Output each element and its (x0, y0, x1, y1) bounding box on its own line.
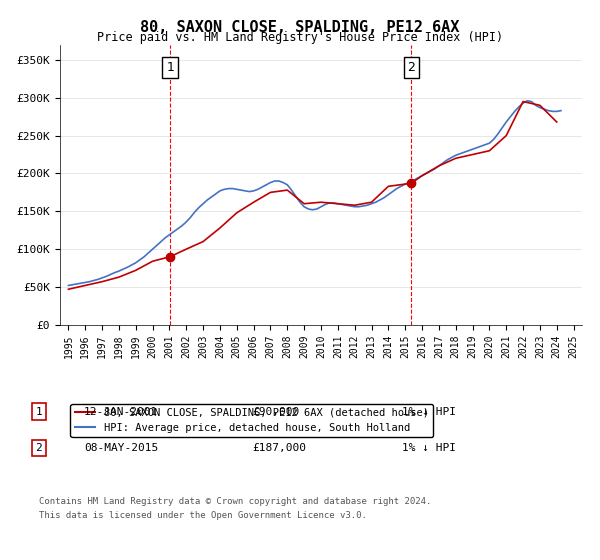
Text: 2: 2 (35, 443, 43, 453)
Text: Contains HM Land Registry data © Crown copyright and database right 2024.: Contains HM Land Registry data © Crown c… (39, 497, 431, 506)
Text: This data is licensed under the Open Government Licence v3.0.: This data is licensed under the Open Gov… (39, 511, 367, 520)
Text: £187,000: £187,000 (252, 443, 306, 453)
Text: 1: 1 (35, 407, 43, 417)
Text: 08-MAY-2015: 08-MAY-2015 (84, 443, 158, 453)
Text: Price paid vs. HM Land Registry's House Price Index (HPI): Price paid vs. HM Land Registry's House … (97, 31, 503, 44)
Text: 80, SAXON CLOSE, SPALDING, PE12 6AX: 80, SAXON CLOSE, SPALDING, PE12 6AX (140, 20, 460, 35)
Text: 1% ↓ HPI: 1% ↓ HPI (402, 443, 456, 453)
Text: 2: 2 (407, 61, 415, 74)
Text: 12-JAN-2001: 12-JAN-2001 (84, 407, 158, 417)
Legend: 80, SAXON CLOSE, SPALDING, PE12 6AX (detached house), HPI: Average price, detach: 80, SAXON CLOSE, SPALDING, PE12 6AX (det… (70, 404, 433, 437)
Text: 1: 1 (166, 61, 174, 74)
Text: £90,000: £90,000 (252, 407, 299, 417)
Text: 1% ↓ HPI: 1% ↓ HPI (402, 407, 456, 417)
